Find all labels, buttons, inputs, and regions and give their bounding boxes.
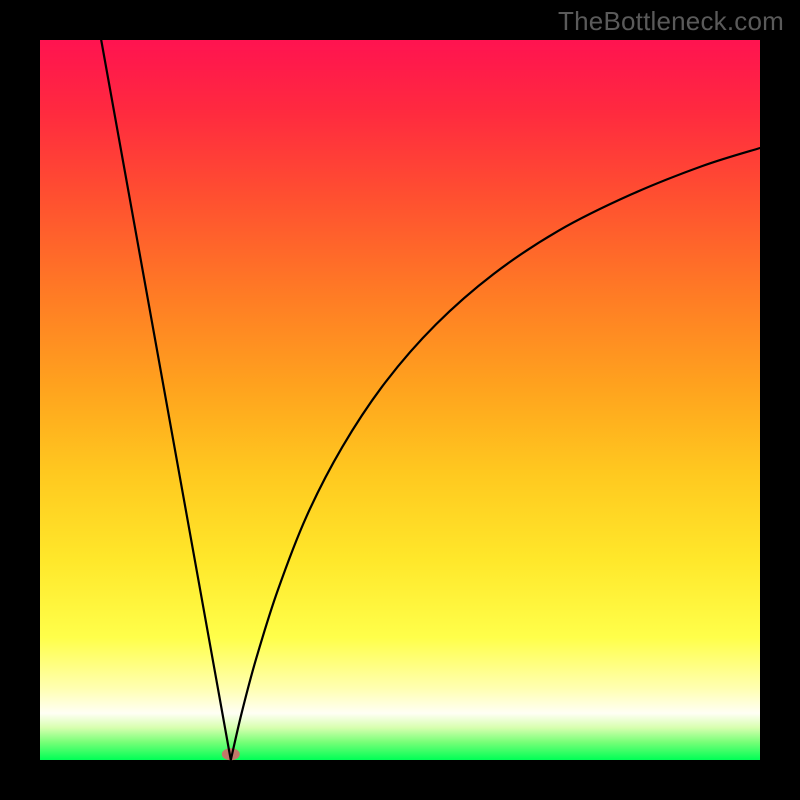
chart-container: TheBottleneck.com bbox=[0, 0, 800, 800]
bottleneck-chart-svg bbox=[0, 0, 800, 800]
plot-gradient bbox=[40, 40, 760, 760]
watermark-text: TheBottleneck.com bbox=[558, 6, 784, 37]
